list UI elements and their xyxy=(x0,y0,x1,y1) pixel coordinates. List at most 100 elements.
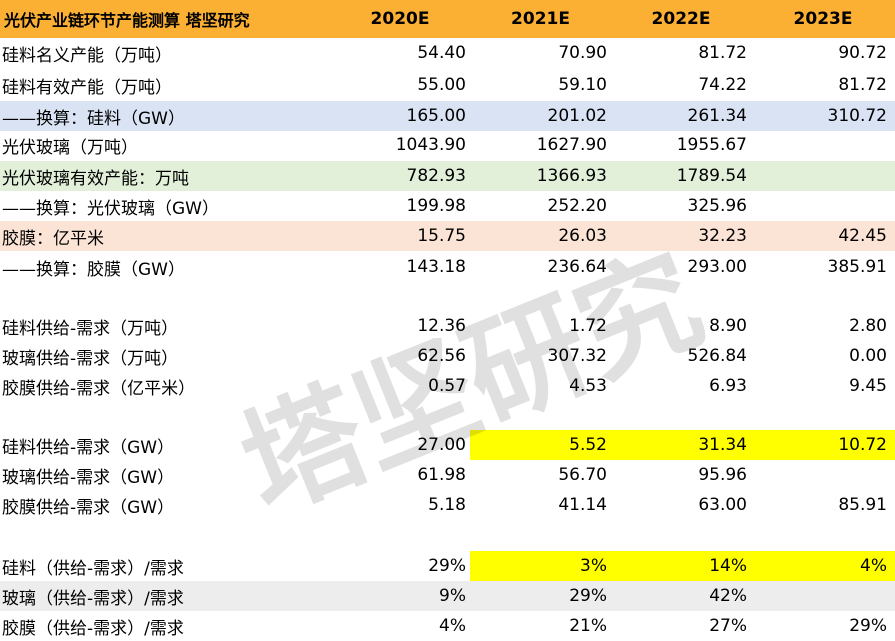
table-row: 硅料名义产能（万吨） 54.40 70.90 81.72 90.72 xyxy=(0,38,895,68)
table-row: ——换算：光伏玻璃（GW） 199.98 252.20 325.96 xyxy=(0,191,895,221)
value-cell-2021: 4.53 xyxy=(569,376,607,396)
value-cell-2023: 29% xyxy=(849,616,887,636)
value-cell-2020: 1043.90 xyxy=(395,135,466,155)
row-label: ——换算：胶膜（GW） xyxy=(2,259,185,280)
value-cell-2021: 29% xyxy=(569,586,607,606)
value-cell-2020: 143.18 xyxy=(406,257,466,277)
table-row: 硅料供给-需求（万吨） 12.36 1.72 8.90 2.80 xyxy=(0,311,895,341)
value-cell-2020: 4% xyxy=(439,616,466,636)
row-label: ——换算：硅料（GW） xyxy=(2,108,185,129)
value-cell-2023: 9.45 xyxy=(849,376,887,396)
row-label: 硅料有效产能（万吨） xyxy=(2,77,172,98)
row-label: 光伏玻璃有效产能：万吨 xyxy=(2,168,189,189)
table-row: 硅料供给-需求（GW） 27.00 5.52 31.34 10.72 xyxy=(0,430,895,460)
value-cell-2023 xyxy=(751,191,895,221)
value-cell-2023: 2.80 xyxy=(849,316,887,336)
value-cell-2023 xyxy=(751,161,895,191)
value-cell-2020: 165.00 xyxy=(406,106,466,126)
table-row: 硅料（供给-需求）/需求 29% 3% 14% 4% xyxy=(0,551,895,581)
value-cell-2023: 42.45 xyxy=(838,226,887,246)
row-label: 胶膜供给-需求（亿平米） xyxy=(2,378,196,399)
year-header-2022: 2022E xyxy=(651,9,711,29)
table-row: 玻璃（供给-需求）/需求 9% 29% 42% xyxy=(0,581,895,611)
header-row: 光伏产业链环节产能测算 塔坚研究 2020E 2021E 2022E 2023E xyxy=(0,0,895,38)
value-cell-2021: 236.64 xyxy=(547,257,607,277)
year-header-2020: 2020E xyxy=(370,9,430,29)
value-cell-2022: 325.96 xyxy=(687,196,747,216)
value-cell-2020: 55.00 xyxy=(417,75,466,95)
value-cell-2022: 14% xyxy=(611,551,751,581)
value-cell-2020: 5.18 xyxy=(428,495,466,515)
value-cell-2021: 59.10 xyxy=(558,75,607,95)
year-header-2021: 2021E xyxy=(511,9,570,29)
row-label: 硅料名义产能（万吨） xyxy=(2,45,172,66)
value-cell-2023 xyxy=(751,130,895,160)
value-cell-2022: 1789.54 xyxy=(676,166,747,186)
value-cell-2020: 15.75 xyxy=(417,226,466,246)
value-cell-2021: 201.02 xyxy=(547,106,607,126)
value-cell-2023 xyxy=(751,460,895,490)
table-row: 玻璃供给-需求（GW） 61.98 56.70 95.96 xyxy=(0,460,895,490)
value-cell-2022: 261.34 xyxy=(687,106,747,126)
value-cell-2023: 81.72 xyxy=(838,75,887,95)
value-cell-2023: 90.72 xyxy=(838,43,887,63)
value-cell-2022: 8.90 xyxy=(709,316,747,336)
table-row: 胶膜供给-需求（GW） 5.18 41.14 63.00 85.91 xyxy=(0,490,895,520)
table-row: 光伏玻璃（万吨） 1043.90 1627.90 1955.67 xyxy=(0,130,895,160)
value-cell-2021: 1366.93 xyxy=(536,166,607,186)
value-cell-2021: 252.20 xyxy=(547,196,607,216)
value-cell-2020: 12.36 xyxy=(417,316,466,336)
table-row: 胶膜：亿平米 15.75 26.03 32.23 42.45 xyxy=(0,221,895,251)
value-cell-2021: 1.72 xyxy=(569,316,607,336)
value-cell-2022: 81.72 xyxy=(698,43,747,63)
value-cell-2023: 310.72 xyxy=(827,106,887,126)
value-cell-2020: 62.56 xyxy=(417,346,466,366)
value-cell-2020: 199.98 xyxy=(406,196,466,216)
row-label: 硅料供给-需求（万吨） xyxy=(2,318,179,339)
value-cell-2023: 385.91 xyxy=(827,257,887,277)
row-label: 胶膜（供给-需求）/需求 xyxy=(2,618,184,639)
row-label: 玻璃供给-需求（GW） xyxy=(2,467,175,488)
value-cell-2021: 26.03 xyxy=(558,226,607,246)
year-header-2023: 2023E xyxy=(793,9,853,29)
table-title: 光伏产业链环节产能测算 塔坚研究 xyxy=(4,11,250,30)
value-cell-2020: 9% xyxy=(439,586,466,606)
value-cell-2021: 307.32 xyxy=(547,346,607,366)
row-label: 胶膜供给-需求（GW） xyxy=(2,497,175,518)
row-label: 玻璃供给-需求（万吨） xyxy=(2,348,179,369)
table-row: 胶膜供给-需求（亿平米） 0.57 4.53 6.93 9.45 xyxy=(0,371,895,401)
value-cell-2021: 3% xyxy=(470,551,611,581)
value-cell-2023: 10.72 xyxy=(751,430,895,460)
value-cell-2023: 85.91 xyxy=(838,495,887,515)
value-cell-2022: 6.93 xyxy=(709,376,747,396)
value-cell-2020: 782.93 xyxy=(406,166,466,186)
row-label: ——换算：光伏玻璃（GW） xyxy=(2,198,219,219)
value-cell-2023 xyxy=(751,581,895,611)
value-cell-2022: 42% xyxy=(709,586,747,606)
value-cell-2022: 27% xyxy=(709,616,747,636)
row-label: 光伏玻璃（万吨） xyxy=(2,137,138,158)
value-cell-2020: 61.98 xyxy=(417,465,466,485)
row-label: 玻璃（供给-需求）/需求 xyxy=(2,588,184,609)
value-cell-2021: 5.52 xyxy=(470,430,611,460)
value-cell-2020: 29% xyxy=(428,556,466,576)
value-cell-2021: 70.90 xyxy=(558,43,607,63)
value-cell-2022: 1955.67 xyxy=(676,135,747,155)
row-label: 硅料供给-需求（GW） xyxy=(2,437,175,458)
value-cell-2020: 54.40 xyxy=(417,43,466,63)
value-cell-2022: 63.00 xyxy=(698,495,747,515)
table-row: 硅料有效产能（万吨） 55.00 59.10 74.22 81.72 xyxy=(0,70,895,100)
value-cell-2022: 31.34 xyxy=(611,430,751,460)
value-cell-2021: 56.70 xyxy=(558,465,607,485)
value-cell-2021: 41.14 xyxy=(558,495,607,515)
value-cell-2022: 74.22 xyxy=(698,75,747,95)
table-row: 玻璃供给-需求（万吨） 62.56 307.32 526.84 0.00 xyxy=(0,341,895,371)
row-label: 硅料（供给-需求）/需求 xyxy=(2,558,184,579)
table-row: 光伏玻璃有效产能：万吨 782.93 1366.93 1789.54 xyxy=(0,161,895,191)
value-cell-2021: 21% xyxy=(569,616,607,636)
value-cell-2022: 526.84 xyxy=(687,346,747,366)
row-label: 胶膜：亿平米 xyxy=(2,228,104,249)
value-cell-2021: 1627.90 xyxy=(536,135,607,155)
value-cell-2020: 0.57 xyxy=(428,376,466,396)
